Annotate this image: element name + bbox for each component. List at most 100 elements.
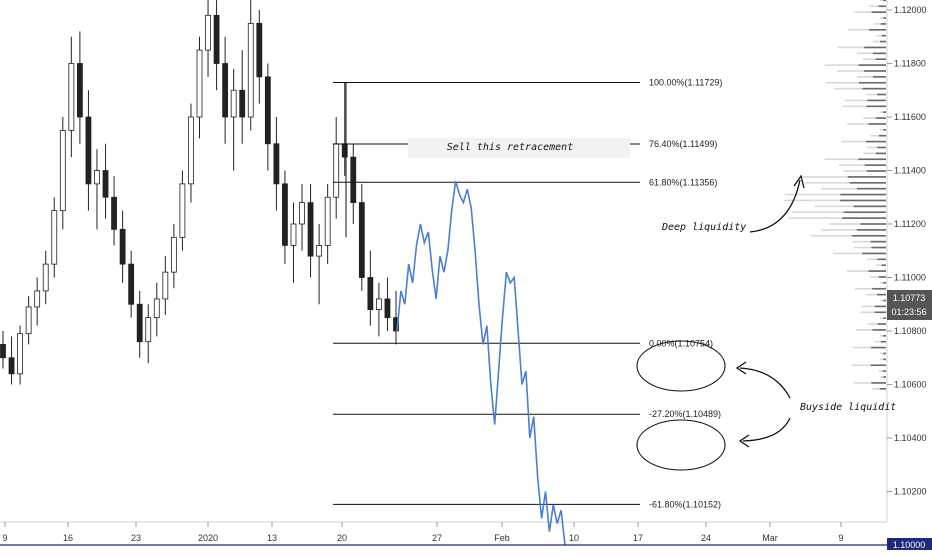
deep-liquidity-arrow <box>749 179 801 233</box>
price-tick-label: 1.10800 <box>894 326 927 336</box>
candle-body <box>170 236 177 273</box>
candle-body <box>205 14 211 51</box>
profile-bar <box>866 258 886 261</box>
fib-label: -61.80%(1.10152) <box>649 499 721 509</box>
price-tick-label: 1.11400 <box>894 166 926 176</box>
profile-bar <box>829 223 886 225</box>
current-price: 1.10773 <box>893 293 926 303</box>
candle-body <box>350 156 357 203</box>
profile-bar-core <box>856 187 886 190</box>
price-tick-label: 1.11200 <box>894 219 926 229</box>
profile-bar <box>847 270 886 272</box>
profile-bar <box>867 323 886 325</box>
profile-bar <box>862 58 886 61</box>
profile-bar-core <box>877 146 886 149</box>
profile-bar-core <box>883 358 886 361</box>
profile-bar <box>838 164 886 166</box>
time-tick-label: 10 <box>569 533 579 543</box>
candle-body <box>384 298 391 319</box>
profile-bar <box>880 317 886 319</box>
candle-body <box>316 244 323 257</box>
profile-bar-core <box>883 0 886 2</box>
buyside-arrow-lower <box>742 417 791 442</box>
candle-body <box>213 14 220 64</box>
candle-body <box>94 170 100 185</box>
bar-countdown: 01:23:56 <box>891 307 926 317</box>
profile-bar-core <box>875 152 886 155</box>
time-tick-label: 9 <box>2 533 7 543</box>
candle-body <box>85 116 92 185</box>
profile-bar <box>854 287 886 290</box>
profile-bar-core <box>847 176 886 178</box>
candle-body <box>68 63 75 131</box>
price-tick-label: 1.10600 <box>894 380 927 390</box>
profile-bar <box>800 176 886 178</box>
profile-bar-core <box>870 240 886 243</box>
profile-bar-core <box>883 335 886 337</box>
profile-bar-core <box>877 93 886 96</box>
profile-bar <box>842 105 886 108</box>
time-tick-label: 27 <box>432 533 442 543</box>
candle-body <box>51 210 58 265</box>
candle-body <box>153 298 160 319</box>
profile-bar <box>863 152 886 155</box>
profile-bar-core <box>840 199 886 202</box>
profile-bar-core <box>849 182 886 184</box>
profile-bar-core <box>878 5 886 8</box>
profile-bar-core <box>872 76 886 78</box>
profile-bar <box>852 364 886 367</box>
profile-bar <box>874 23 886 25</box>
candle-body <box>128 263 135 305</box>
profile-bar-core <box>868 270 886 272</box>
profile-bar <box>837 46 886 49</box>
profile-bar <box>878 370 886 372</box>
time-tick-label: 20 <box>337 533 347 543</box>
candle-body <box>247 22 254 118</box>
fib-label: -27.20%(1.10489) <box>649 409 721 419</box>
buyside-arrow-lower-head <box>738 434 750 448</box>
profile-bar <box>824 64 886 66</box>
profile-bar-core <box>883 111 886 113</box>
candle-body <box>290 223 297 246</box>
profile-bar-core <box>880 23 886 25</box>
candle-body <box>145 317 152 343</box>
candle-body <box>273 143 280 185</box>
profile-bar <box>821 187 886 190</box>
profile-bar <box>872 387 886 390</box>
profile-bar-core <box>883 17 886 19</box>
profile-bar-core <box>842 217 886 219</box>
profile-bar <box>853 382 886 384</box>
candle-body <box>230 89 237 118</box>
profile-bar-core <box>862 252 886 255</box>
profile-bar-core <box>862 87 886 90</box>
candle-body <box>264 76 271 145</box>
profile-bar-core <box>877 293 886 296</box>
candle-body <box>196 49 203 118</box>
profile-bar <box>810 234 886 237</box>
projection-path <box>396 180 566 546</box>
profile-bar <box>854 11 886 13</box>
profile-bar <box>861 305 886 308</box>
profile-bar <box>792 211 886 214</box>
profile-bar-core <box>872 329 886 331</box>
profile-bar-core <box>867 99 886 102</box>
profile-bar <box>880 299 886 302</box>
profile-bar-core <box>883 129 886 131</box>
profile-bar <box>847 123 886 125</box>
profile-bar <box>880 17 886 19</box>
buyside-circle-lower <box>636 419 726 471</box>
profile-bar <box>879 111 886 113</box>
profile-bar <box>833 87 886 90</box>
profile-bar <box>843 170 886 172</box>
profile-bar <box>848 28 886 31</box>
profile-bar-core <box>858 158 886 161</box>
candle-body <box>188 116 194 185</box>
time-tick-label: Mar <box>762 533 778 543</box>
candle-body <box>367 277 374 310</box>
profile-bar-core <box>871 382 886 384</box>
profile-bar-core <box>880 340 886 343</box>
candle-body <box>0 343 6 359</box>
candle-body <box>102 170 109 198</box>
